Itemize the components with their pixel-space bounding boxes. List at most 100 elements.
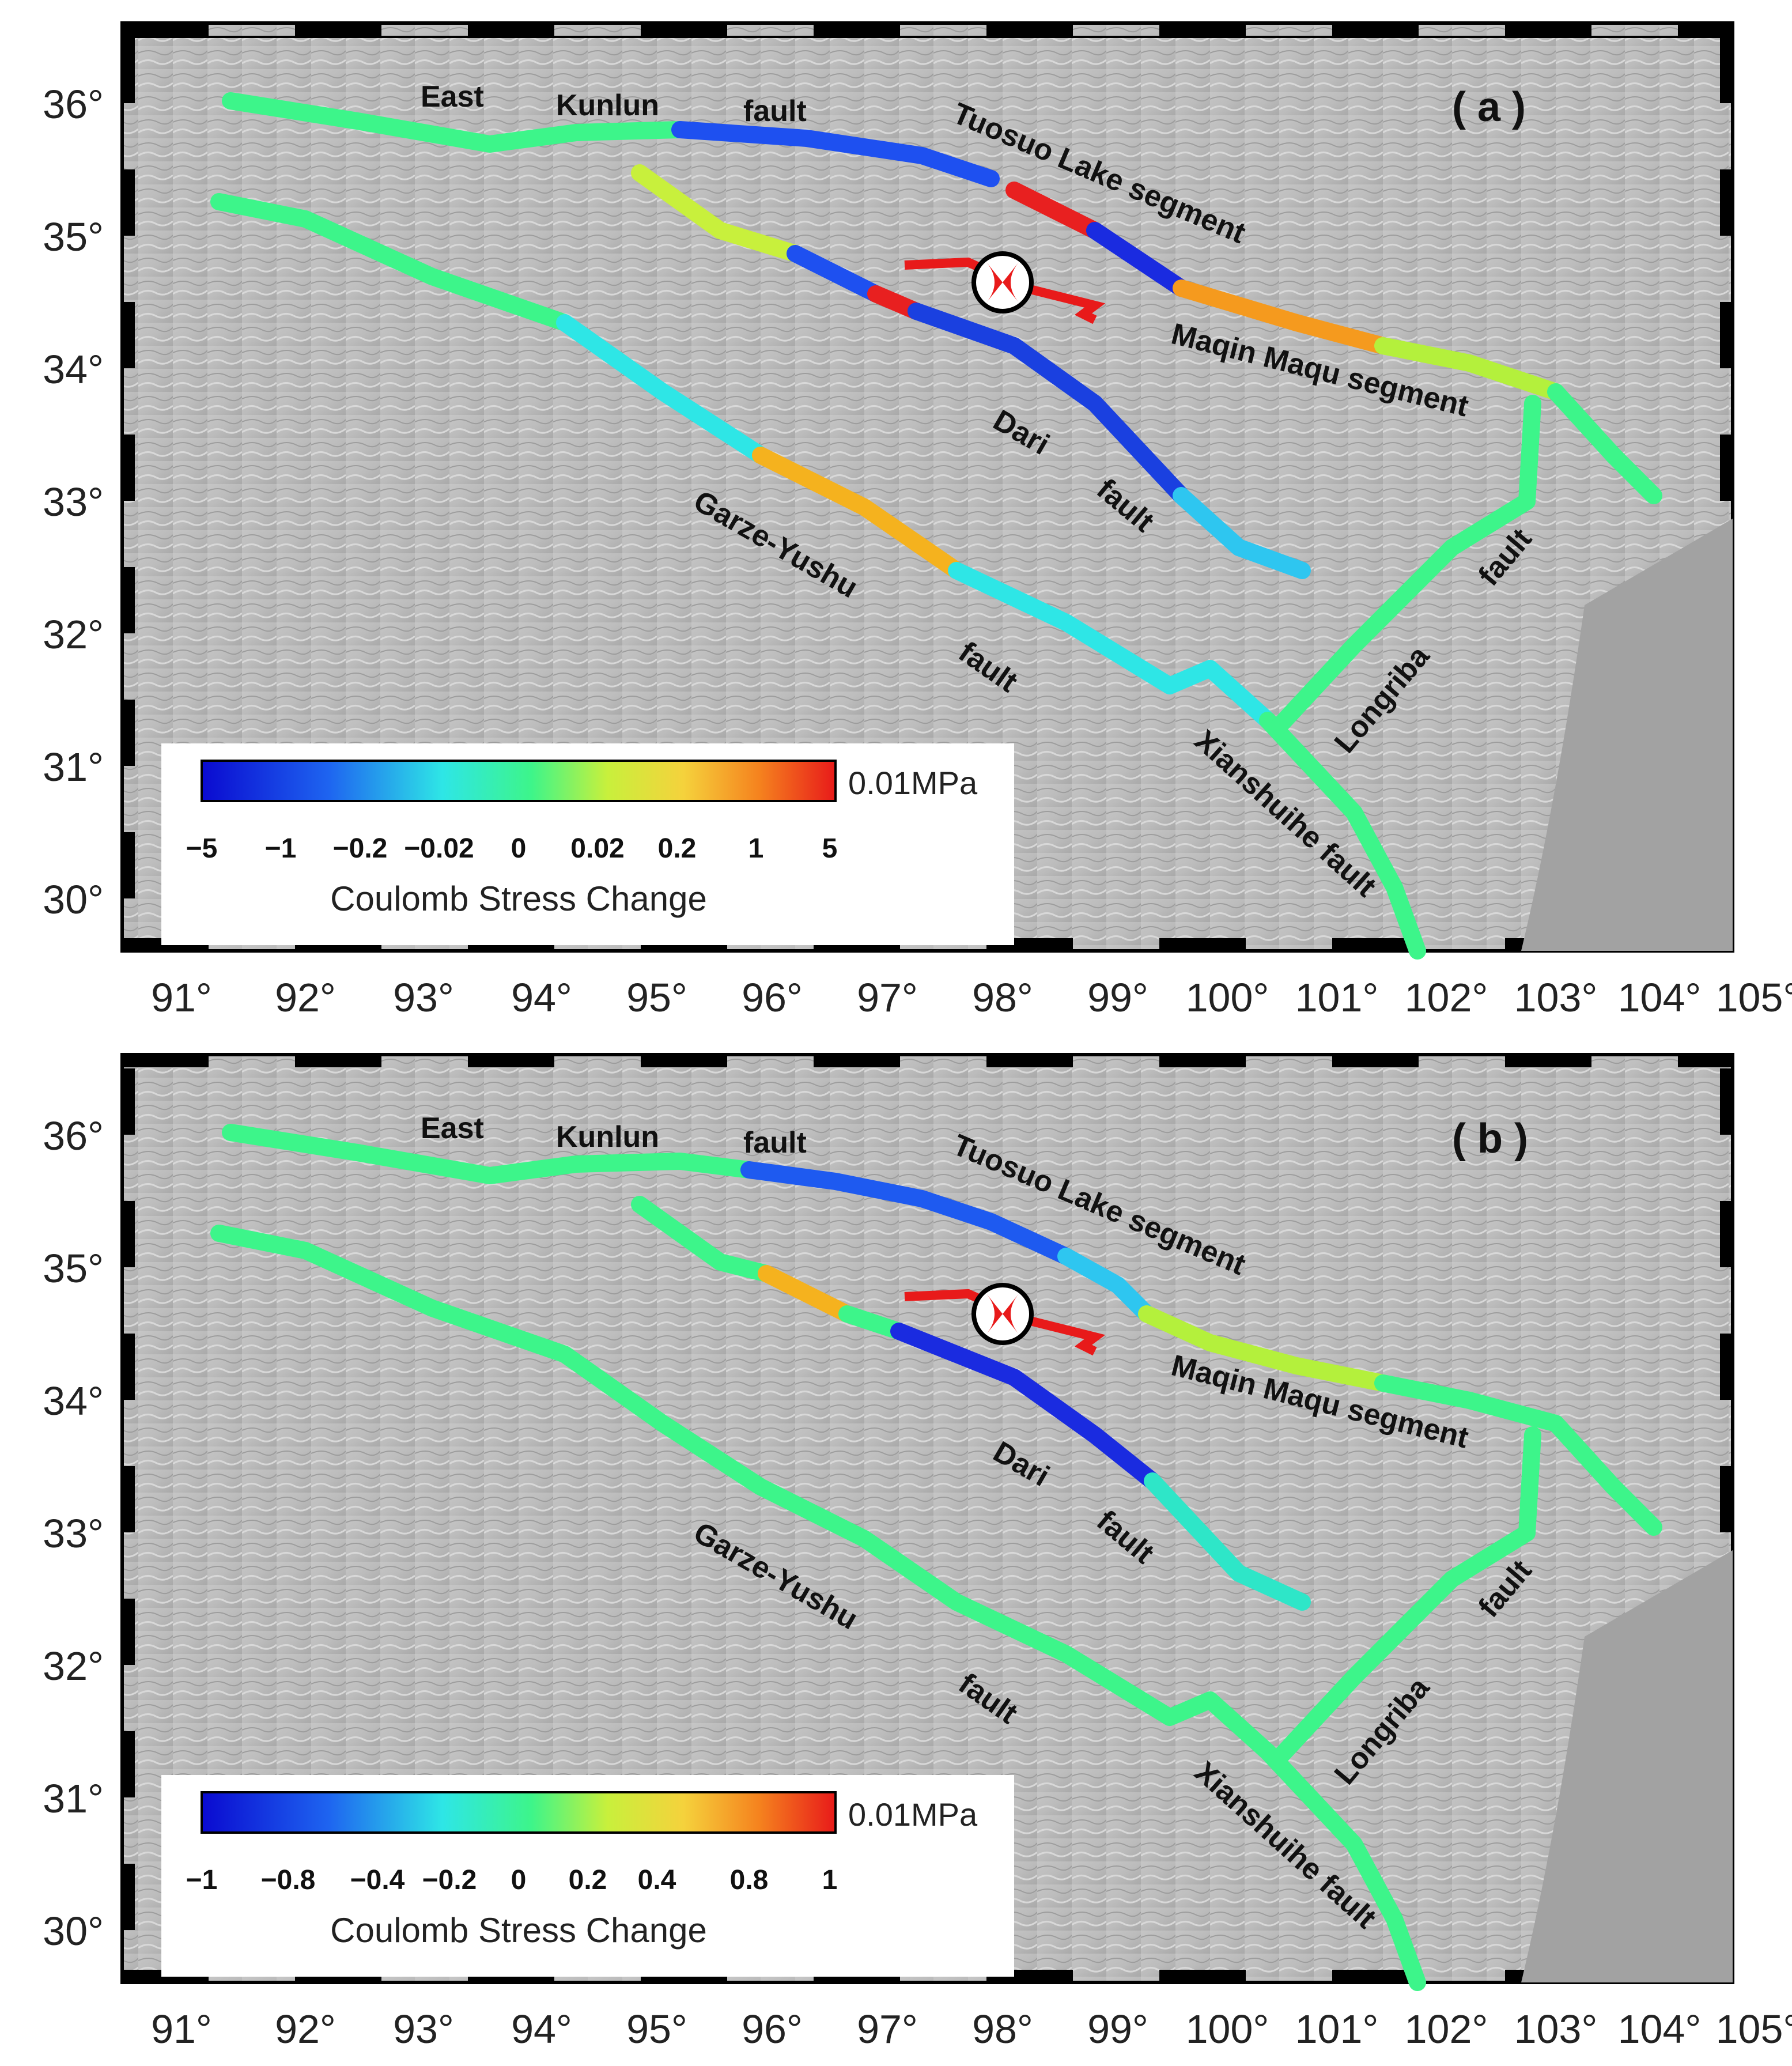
dari-fault-cyan xyxy=(1144,1472,1311,1611)
lat-tick: 34° xyxy=(43,347,104,392)
colorbar-unit: 0.01MPa xyxy=(848,1796,978,1833)
colorbar-b: 0.01MPa −1 −0.8 −0.4 −0.2 0 0.2 0.4 0.8 … xyxy=(161,1775,1014,1977)
lon-tick: 92° xyxy=(275,2007,336,2052)
fault-lines xyxy=(210,1124,1662,1991)
label-east: East xyxy=(421,80,484,114)
garze-yushu-fault-west xyxy=(210,193,573,331)
colorbar-tick: 0.4 xyxy=(638,1865,676,1895)
lon-tick: 105° xyxy=(1716,975,1792,1020)
label-fault-ek: fault xyxy=(743,1126,807,1159)
label-kunlun: Kunlun xyxy=(556,1120,659,1154)
colorbar-tick: 1 xyxy=(822,1865,838,1895)
colorbar-tick: −0.4 xyxy=(350,1865,405,1895)
colorbar-tick: −0.2 xyxy=(422,1865,477,1895)
sichuan-basin-relief xyxy=(1521,519,1733,951)
colorbar-gradient xyxy=(201,1791,837,1834)
lon-tick: 96° xyxy=(742,2007,803,2052)
dari-fault-west xyxy=(631,1196,775,1282)
label-kunlun: Kunlun xyxy=(556,89,659,122)
lon-tick: 94° xyxy=(511,975,572,1020)
lat-tick: 36° xyxy=(43,82,104,127)
dari-fault-cyan xyxy=(1173,487,1311,579)
lon-tick: 104° xyxy=(1618,2007,1702,2052)
east-kunlun-fault-mid xyxy=(671,121,1000,187)
lat-axis-labels: 36° 35° 34° 33° 32° 31° 30° xyxy=(43,1113,104,1954)
garze-yushu-fault-cyan xyxy=(556,314,769,464)
lon-tick: 98° xyxy=(972,2007,1033,2052)
lon-tick: 99° xyxy=(1087,975,1148,1020)
lat-tick: 33° xyxy=(43,1511,104,1556)
dari-fault-blue-east xyxy=(908,303,1190,504)
longriba-fault xyxy=(1271,1426,1541,1766)
lon-tick: 96° xyxy=(742,975,803,1020)
garze-yushu-fault-orange xyxy=(752,447,965,579)
colorbar-tick: 0.02 xyxy=(570,833,624,864)
colorbar-tick: −1 xyxy=(186,1865,218,1895)
xianshuihe-fault xyxy=(1259,1743,1426,1991)
lon-tick: 93° xyxy=(393,2007,454,2052)
lon-axis-labels: 91° 92° 93° 94° 95° 96° 97° 98° 99° 100°… xyxy=(151,2007,1792,2052)
colorbar-tick: 0.2 xyxy=(658,833,697,864)
lon-tick: 92° xyxy=(275,975,336,1020)
xianshuihe-fault xyxy=(1259,712,1426,960)
label-fault-ek: fault xyxy=(743,95,807,128)
lon-tick: 104° xyxy=(1618,975,1702,1020)
lat-tick: 32° xyxy=(43,1644,104,1689)
maqin-maqu-segment xyxy=(1138,1305,1392,1392)
lat-tick: 30° xyxy=(43,877,104,922)
frame-ticks-left xyxy=(122,37,135,898)
lon-tick: 101° xyxy=(1295,2007,1379,2052)
lat-tick: 32° xyxy=(43,612,104,657)
lon-tick: 100° xyxy=(1186,2007,1269,2052)
maqin-maqu-segment xyxy=(1173,280,1392,354)
east-kunlun-branch xyxy=(1547,383,1662,504)
dari-fault-west xyxy=(631,164,804,262)
east-kunlun-fault-west xyxy=(222,92,689,153)
lon-tick: 102° xyxy=(1405,2007,1488,2052)
colorbar-tick: 0.8 xyxy=(730,1865,769,1895)
colorbar-tick: 5 xyxy=(822,833,838,864)
colorbar-unit: 0.01MPa xyxy=(848,765,978,801)
dari-fault-blue-west xyxy=(787,245,884,303)
rupture-trace xyxy=(904,257,1106,324)
colorbar-tick: 0.2 xyxy=(569,1865,607,1895)
panel-label-b: ( b ) xyxy=(1452,1116,1528,1162)
panel-a: East Kunlun fault Tuosuo Lake segment Ma… xyxy=(43,21,1792,1020)
east-kunlun-fault-east-blue xyxy=(1086,222,1190,297)
lat-tick: 31° xyxy=(43,745,104,790)
lat-tick: 35° xyxy=(43,214,104,259)
frame-ticks-top xyxy=(122,1055,1733,1067)
lat-tick: 31° xyxy=(43,1776,104,1821)
colorbar-gradient xyxy=(201,760,837,802)
colorbar-title: Coulomb Stress Change xyxy=(330,879,707,918)
colorbar-tick: 0 xyxy=(511,1865,527,1895)
label-east: East xyxy=(421,1112,484,1145)
colorbar-tick: 1 xyxy=(748,833,764,864)
lon-tick: 99° xyxy=(1087,2007,1148,2052)
lon-tick: 97° xyxy=(857,2007,918,2052)
fault-lines xyxy=(210,92,1662,960)
colorbar-tick: −0.02 xyxy=(404,833,474,864)
lon-tick: 100° xyxy=(1186,975,1269,1020)
lon-tick: 94° xyxy=(511,2007,572,2052)
lon-tick: 93° xyxy=(393,975,454,1020)
lon-tick: 91° xyxy=(151,2007,212,2052)
lon-axis-labels: 91° 92° 93° 94° 95° 96° 97° 98° 99° 100°… xyxy=(151,975,1792,1020)
frame-ticks-left xyxy=(122,1068,135,1930)
colorbar-a: 0.01MPa −5 −1 −0.2 −0.02 0 0.02 0.2 1 5 … xyxy=(161,743,1014,945)
frame-ticks-top xyxy=(122,23,1733,36)
lat-tick: 34° xyxy=(43,1378,104,1423)
lon-tick: 95° xyxy=(626,2007,687,2052)
rupture-trace xyxy=(904,1289,1106,1356)
dari-fault-orange xyxy=(758,1265,856,1323)
lon-tick: 95° xyxy=(626,975,687,1020)
lon-tick: 103° xyxy=(1514,2007,1598,2052)
garze-yushu-fault-east xyxy=(948,562,1276,729)
maqin-maqu-segment-east xyxy=(1374,337,1564,401)
lat-tick: 35° xyxy=(43,1246,104,1291)
lat-tick: 36° xyxy=(43,1113,104,1158)
lon-tick: 101° xyxy=(1295,975,1379,1020)
colorbar-tick-labels: −1 −0.8 −0.4 −0.2 0 0.2 0.4 0.8 1 xyxy=(186,1865,838,1895)
tuosuo-lake-segment xyxy=(1057,1248,1155,1323)
